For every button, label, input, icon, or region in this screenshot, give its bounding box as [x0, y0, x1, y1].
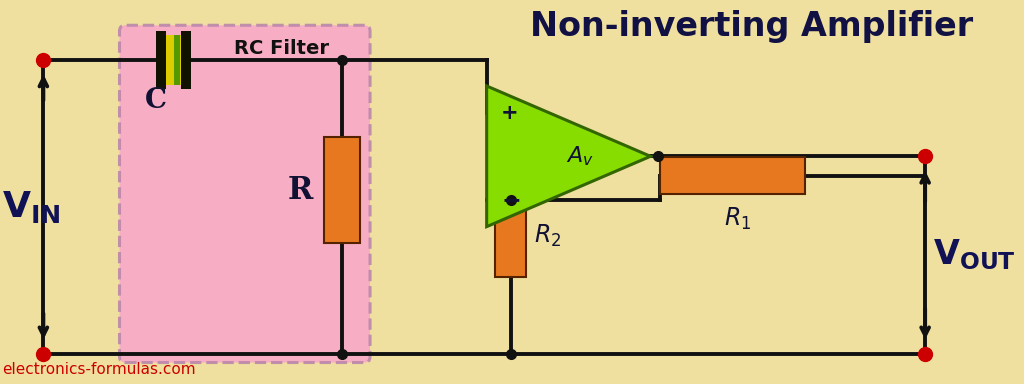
Text: electronics-formulas.com: electronics-formulas.com — [2, 362, 196, 377]
Text: $R_1$: $R_1$ — [724, 206, 751, 232]
Bar — [660, 157, 805, 194]
Text: +: + — [501, 103, 519, 123]
Text: $\mathbf{V_{OUT}}$: $\mathbf{V_{OUT}}$ — [933, 238, 1016, 272]
Bar — [166, 35, 181, 85]
Text: −: − — [501, 188, 521, 212]
Bar — [181, 31, 190, 89]
FancyBboxPatch shape — [120, 25, 370, 362]
Bar — [174, 35, 179, 85]
Text: RC Filter: RC Filter — [233, 39, 329, 58]
Text: $\mathbf{V_{IN}}$: $\mathbf{V_{IN}}$ — [2, 189, 60, 225]
Text: R: R — [288, 175, 313, 205]
Bar — [324, 137, 360, 243]
Text: $R_2$: $R_2$ — [534, 223, 561, 249]
Text: C: C — [145, 87, 167, 114]
Bar — [496, 166, 526, 277]
Text: $A_v$: $A_v$ — [566, 144, 594, 168]
Text: Non-inverting Amplifier: Non-inverting Amplifier — [530, 10, 973, 43]
Bar — [156, 31, 166, 89]
Polygon shape — [486, 86, 650, 227]
